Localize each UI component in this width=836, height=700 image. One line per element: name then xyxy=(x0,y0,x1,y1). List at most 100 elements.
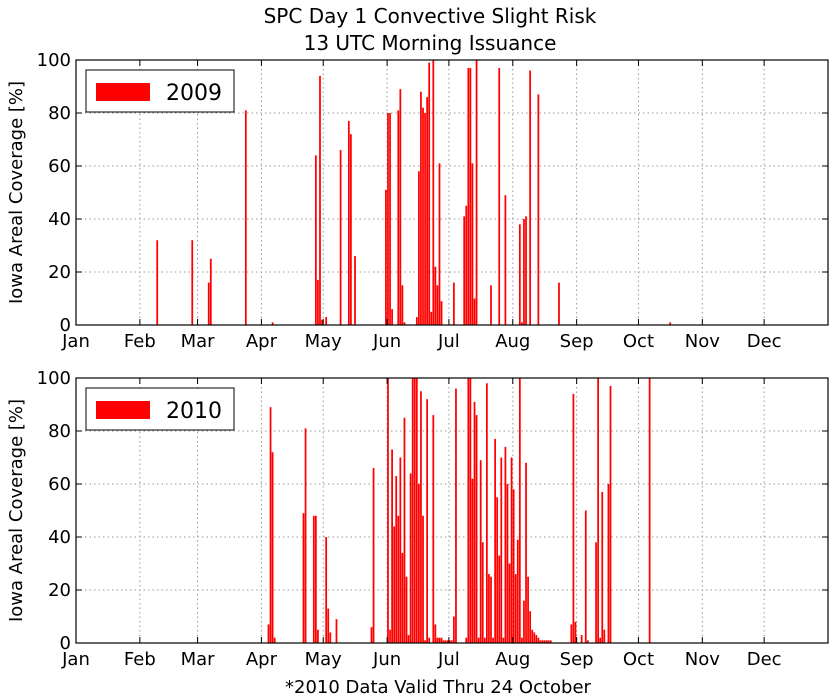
bar xyxy=(370,627,373,643)
y-tick-label: 40 xyxy=(48,209,71,230)
bar xyxy=(387,378,389,643)
bar xyxy=(481,542,484,643)
bar xyxy=(543,640,546,643)
bar xyxy=(438,163,441,325)
x-tick-label: Feb xyxy=(124,331,156,352)
bar xyxy=(504,195,507,325)
bar xyxy=(471,163,474,325)
bar xyxy=(558,282,560,325)
bar xyxy=(547,640,550,643)
y-tick-label: 0 xyxy=(60,315,71,336)
bar xyxy=(438,637,441,643)
legend-swatch xyxy=(96,401,150,419)
bar xyxy=(385,189,387,325)
bar xyxy=(531,629,534,643)
x-tick-label: Sep xyxy=(560,331,594,352)
bar xyxy=(424,113,426,325)
bar xyxy=(321,319,323,325)
bar xyxy=(490,285,492,325)
bar xyxy=(329,632,332,643)
y-axis-label: Iowa Areal Coverage [%] xyxy=(6,399,27,622)
bar xyxy=(393,526,396,643)
bar xyxy=(415,317,418,325)
bar xyxy=(465,637,468,643)
bar xyxy=(504,446,507,643)
bar xyxy=(525,462,527,643)
bar xyxy=(506,484,509,643)
bar xyxy=(397,515,400,643)
bar xyxy=(442,640,445,643)
bar xyxy=(401,285,404,325)
x-tick-label: Oct xyxy=(623,649,654,670)
bar xyxy=(533,632,536,643)
bar xyxy=(350,134,352,325)
bar xyxy=(325,317,328,325)
x-tick-label: Dec xyxy=(747,331,782,352)
bar xyxy=(191,240,194,325)
bar xyxy=(413,378,416,643)
bar xyxy=(389,113,391,325)
bar xyxy=(516,539,519,643)
bar xyxy=(319,75,321,326)
bar xyxy=(271,452,274,643)
bar xyxy=(514,574,517,643)
bar xyxy=(317,279,319,325)
bar xyxy=(601,491,604,643)
x-tick-label: Aug xyxy=(495,331,530,352)
bar xyxy=(325,537,328,643)
bar xyxy=(521,322,523,325)
bar xyxy=(207,282,210,325)
bar xyxy=(418,171,420,325)
bar xyxy=(420,391,422,643)
bar xyxy=(304,428,307,643)
bar xyxy=(485,383,488,643)
bar xyxy=(428,637,431,643)
bar xyxy=(347,120,350,325)
x-tick-label: Nov xyxy=(685,331,720,352)
bar xyxy=(545,640,548,643)
bar xyxy=(403,322,406,325)
bar xyxy=(467,378,470,643)
bar xyxy=(570,624,573,643)
bar xyxy=(523,219,525,325)
bar xyxy=(434,266,437,325)
x-tick-label: Aug xyxy=(495,649,530,670)
bar xyxy=(314,155,317,325)
y-tick-label: 80 xyxy=(48,103,71,124)
x-tick-label: Apr xyxy=(246,649,278,670)
x-tick-label: May xyxy=(305,649,343,670)
bar xyxy=(541,640,544,643)
bar xyxy=(401,552,404,643)
bar xyxy=(523,600,525,643)
x-tick-label: Sep xyxy=(560,649,594,670)
x-tick-label: Jan xyxy=(61,331,90,352)
bar xyxy=(467,67,470,325)
y-tick-label: 20 xyxy=(48,580,71,601)
bar xyxy=(518,378,521,643)
bar xyxy=(498,67,501,325)
bar xyxy=(428,62,431,326)
bar xyxy=(527,576,529,643)
bar xyxy=(422,107,424,325)
bar xyxy=(403,417,406,643)
x-tick-label: Jan xyxy=(61,649,90,670)
bar xyxy=(432,415,435,643)
bar xyxy=(387,113,389,325)
bar xyxy=(273,637,276,643)
bar xyxy=(609,385,612,643)
bar xyxy=(335,619,338,643)
bar xyxy=(271,322,274,325)
y-tick-label: 100 xyxy=(37,50,71,71)
bar xyxy=(302,513,305,643)
legend-swatch xyxy=(96,83,150,101)
bar xyxy=(510,457,513,643)
bar xyxy=(430,311,433,325)
bar xyxy=(490,576,492,643)
bar xyxy=(453,282,455,325)
bar xyxy=(440,637,443,643)
bar xyxy=(469,378,472,643)
x-tick-label: Apr xyxy=(246,331,278,352)
bar xyxy=(483,637,486,643)
bar xyxy=(502,637,505,643)
bar xyxy=(479,460,482,643)
